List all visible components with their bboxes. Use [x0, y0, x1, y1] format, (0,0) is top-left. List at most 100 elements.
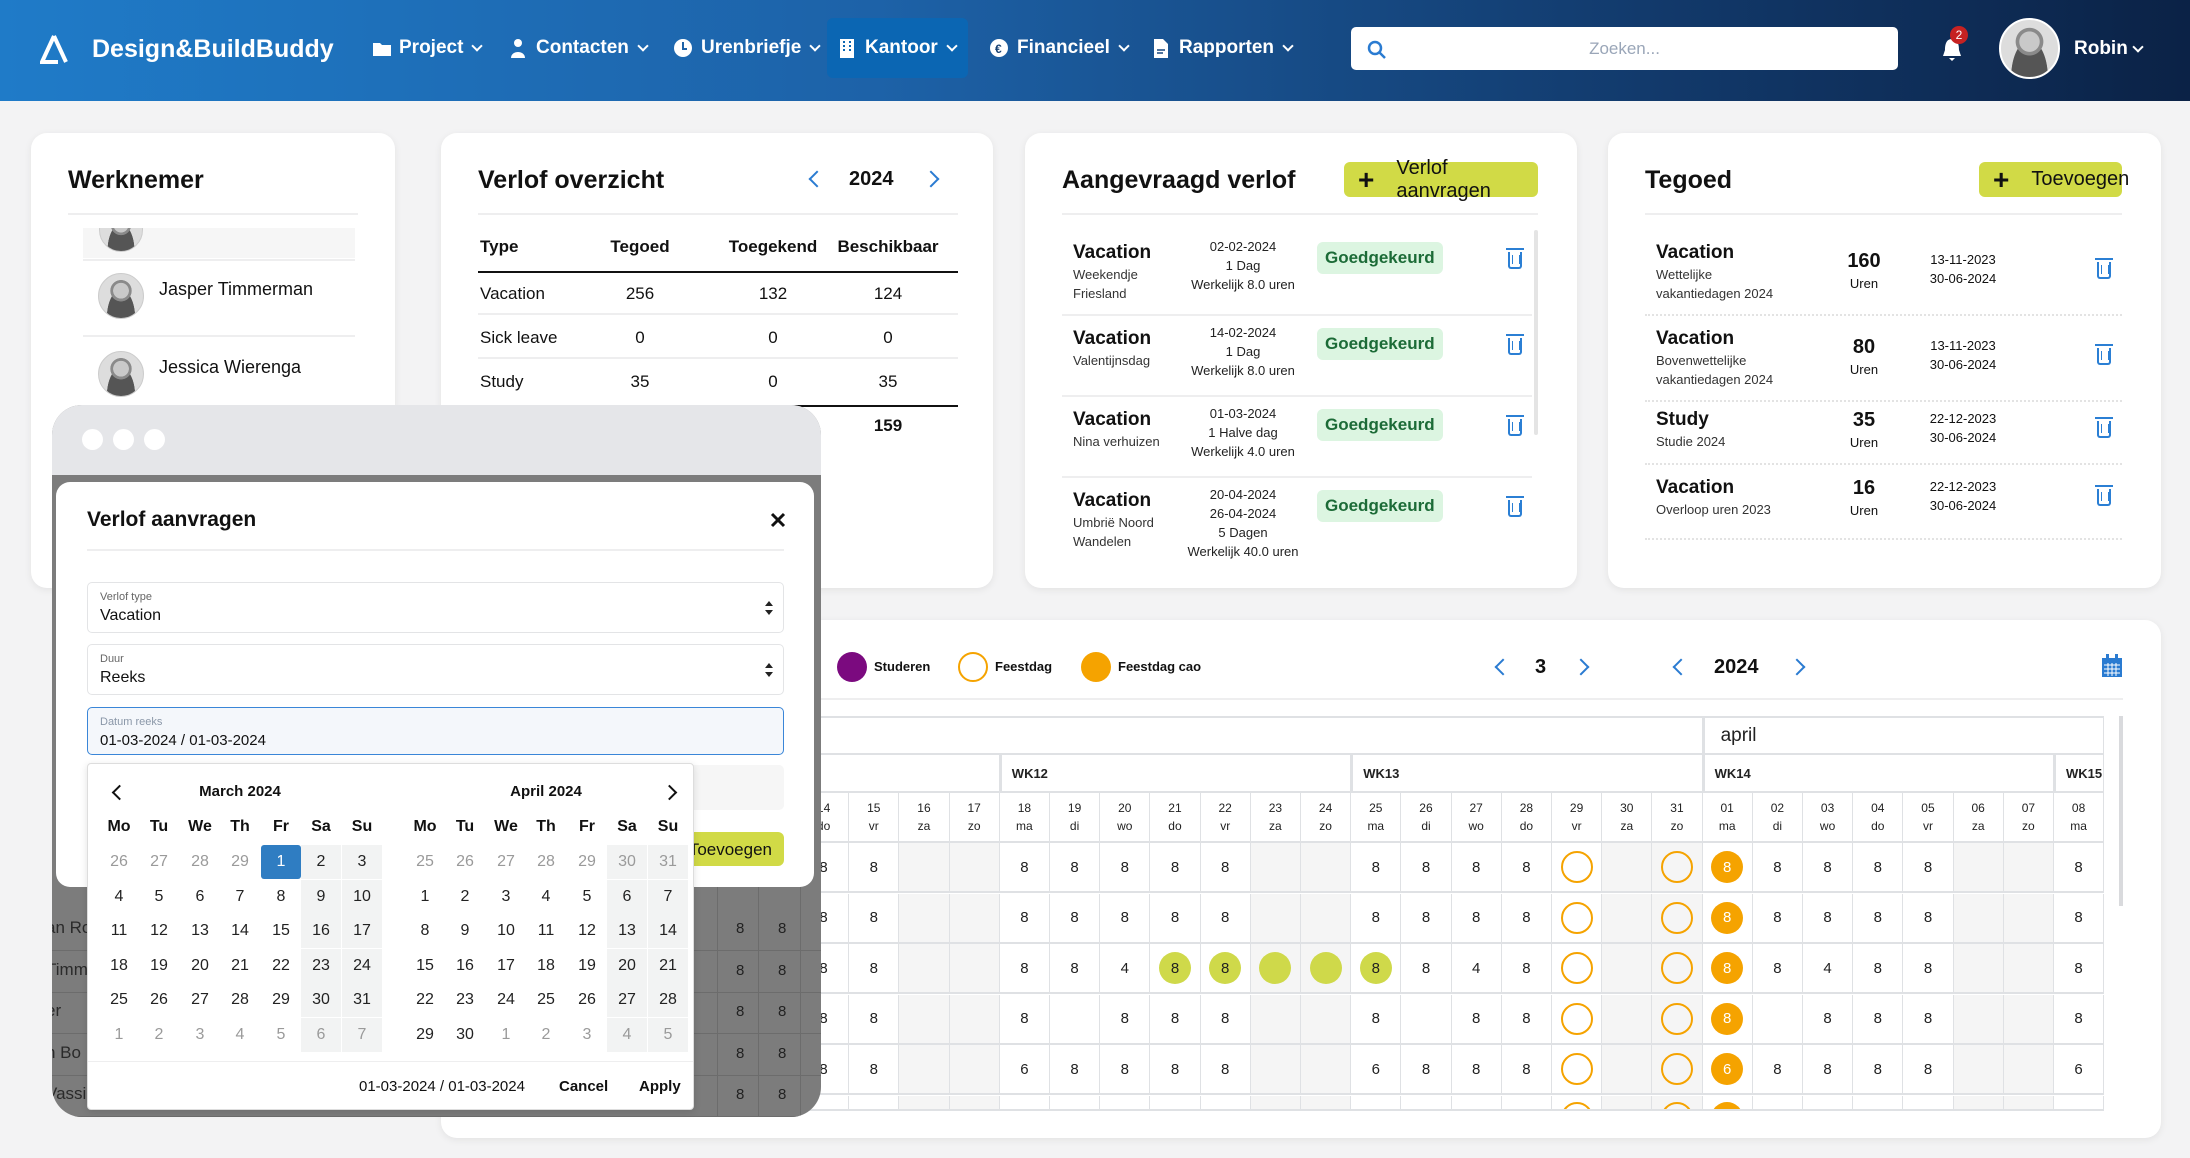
calendar-day[interactable]: 31 — [342, 983, 382, 1017]
nav-contacten[interactable]: Contacten — [498, 18, 657, 78]
leave-request-item[interactable]: Vacation Valentijnsdag 14-02-2024 1 Dag Werk… — [1062, 316, 1532, 396]
planning-cell[interactable] — [2003, 944, 2054, 994]
calendar-day[interactable]: 15 — [416, 957, 434, 974]
planning-cell[interactable]: 8 — [1752, 893, 1803, 944]
planning-cell[interactable]: 8 — [2054, 994, 2105, 1045]
nav-urenbriefje[interactable]: Urenbriefje — [663, 18, 829, 78]
calendar-day[interactable]: 12 — [578, 922, 596, 939]
planning-cell[interactable]: 8 — [1351, 843, 1402, 893]
planning-cell[interactable] — [1602, 1095, 1653, 1111]
calendar-day[interactable]: 27 — [191, 991, 209, 1008]
planning-cell[interactable]: 8 — [1100, 893, 1151, 944]
planning-cell[interactable]: 8 — [1853, 944, 1904, 994]
calendar-day[interactable]: 5 — [154, 888, 164, 905]
calendar-day[interactable]: 19 — [578, 957, 596, 974]
calendar-day[interactable]: 11 — [537, 922, 555, 939]
calendar-day[interactable]: 4 — [114, 888, 124, 905]
planning-cell[interactable]: 8 — [1351, 994, 1402, 1045]
calendar-day[interactable]: 25 — [416, 853, 434, 870]
calendar-day[interactable]: 12 — [150, 922, 168, 939]
duur-select[interactable]: Duur Reeks — [87, 644, 784, 695]
planning-cell[interactable] — [1301, 1045, 1352, 1095]
calendar-day[interactable]: 17 — [497, 957, 515, 974]
planning-cell[interactable] — [899, 893, 950, 944]
calendar-day[interactable]: 2 — [154, 1026, 164, 1043]
calendar-day[interactable]: 18 — [537, 957, 555, 974]
planning-cell[interactable]: 8 — [1853, 843, 1904, 893]
planning-cell[interactable]: 8 — [1501, 893, 1552, 944]
planning-cell[interactable]: 8 — [1100, 843, 1151, 893]
planning-cell[interactable]: 8 — [1853, 1045, 1904, 1095]
toevoegen-button[interactable]: + Toevoegen — [1979, 162, 2129, 197]
next-period-button[interactable] — [1572, 658, 1590, 676]
planning-cell[interactable]: 4 — [1803, 944, 1854, 994]
planning-cell[interactable]: 8 — [999, 944, 1050, 994]
employee-item[interactable] — [83, 228, 355, 258]
planning-cell[interactable] — [1250, 1045, 1301, 1095]
calendar-day[interactable]: 28 — [537, 853, 555, 870]
grid-scrollbar[interactable] — [2119, 716, 2123, 906]
planning-cell[interactable]: 8 — [1150, 1045, 1201, 1095]
planning-cell[interactable]: 8 — [849, 893, 900, 944]
planning-cell[interactable]: 8 — [1702, 944, 1753, 994]
calendar-day[interactable]: 2 — [460, 888, 470, 905]
calendar-day[interactable]: 26 — [456, 853, 474, 870]
planning-cell[interactable]: 8 — [1150, 994, 1201, 1045]
calendar-day[interactable]: 4 — [607, 1018, 647, 1052]
nav-project[interactable]: Project — [361, 18, 491, 78]
planning-cell[interactable] — [1451, 1095, 1502, 1111]
planning-cell[interactable]: 6 — [2054, 1045, 2105, 1095]
prev-year-button[interactable] — [808, 170, 826, 188]
calendar-day[interactable]: 13 — [191, 922, 209, 939]
planning-cell[interactable] — [949, 994, 1000, 1045]
planning-cell[interactable]: 8 — [1501, 1045, 1552, 1095]
calendar-icon[interactable] — [2101, 654, 2123, 678]
planning-cell[interactable] — [1602, 994, 1653, 1045]
planning-cell[interactable]: 8 — [1702, 843, 1753, 893]
search-input[interactable]: Zoeken... — [1351, 27, 1898, 70]
calendar-day[interactable]: 26 — [578, 991, 596, 1008]
planning-cell[interactable]: 8 — [849, 843, 900, 893]
scrollbar[interactable] — [1534, 230, 1538, 435]
planning-cell[interactable]: 8 — [1150, 843, 1201, 893]
planning-cell[interactable]: 8 — [1200, 843, 1251, 893]
planning-cell[interactable]: 8 — [1451, 994, 1502, 1045]
planning-cell[interactable]: 8 — [1903, 843, 1954, 893]
planning-cell[interactable] — [1602, 843, 1653, 893]
calendar-day[interactable]: 8 — [276, 888, 286, 905]
planning-cell[interactable]: 8 — [1501, 944, 1552, 994]
planning-cell[interactable] — [1250, 893, 1301, 944]
calendar-day[interactable]: 20 — [191, 957, 209, 974]
planning-cell[interactable] — [1702, 1095, 1753, 1111]
planning-cell[interactable] — [1050, 994, 1101, 1045]
planning-cell[interactable] — [2003, 1095, 2054, 1111]
calendar-day[interactable]: 8 — [420, 922, 430, 939]
planning-cell[interactable] — [1602, 944, 1653, 994]
calendar-day[interactable]: 25 — [110, 991, 128, 1008]
planning-cell[interactable]: 8 — [1050, 893, 1101, 944]
calendar-day[interactable]: 28 — [648, 983, 688, 1017]
planning-cell[interactable] — [949, 893, 1000, 944]
planning-cell[interactable] — [1652, 944, 1703, 994]
calendar-day[interactable]: 7 — [235, 888, 245, 905]
calendar-day[interactable]: 31 — [648, 845, 688, 879]
trash-icon[interactable] — [2095, 258, 2113, 279]
calendar-day[interactable]: 29 — [272, 991, 290, 1008]
planning-cell[interactable]: 8 — [1401, 893, 1452, 944]
calendar-day[interactable]: 3 — [195, 1026, 205, 1043]
calendar-day[interactable]: 16 — [456, 957, 474, 974]
calendar-day[interactable]: 26 — [110, 853, 128, 870]
calendar-day[interactable]: 27 — [607, 983, 647, 1017]
planning-cell[interactable]: 8 — [799, 1045, 850, 1095]
planning-cell[interactable] — [1250, 994, 1301, 1045]
planning-cell[interactable] — [1903, 1095, 1954, 1111]
calendar-day[interactable]: 11 — [110, 922, 128, 939]
planning-cell[interactable]: 8 — [1200, 1045, 1251, 1095]
calendar-day[interactable]: 17 — [342, 914, 382, 948]
calendar-day[interactable]: 6 — [607, 880, 647, 914]
calendar-day[interactable]: 28 — [191, 853, 209, 870]
nav-kantoor[interactable]: Kantoor — [827, 18, 968, 78]
planning-cell[interactable] — [1050, 1095, 1101, 1111]
user-name[interactable]: Robin — [2074, 38, 2128, 59]
planning-cell[interactable]: 8 — [2054, 944, 2105, 994]
